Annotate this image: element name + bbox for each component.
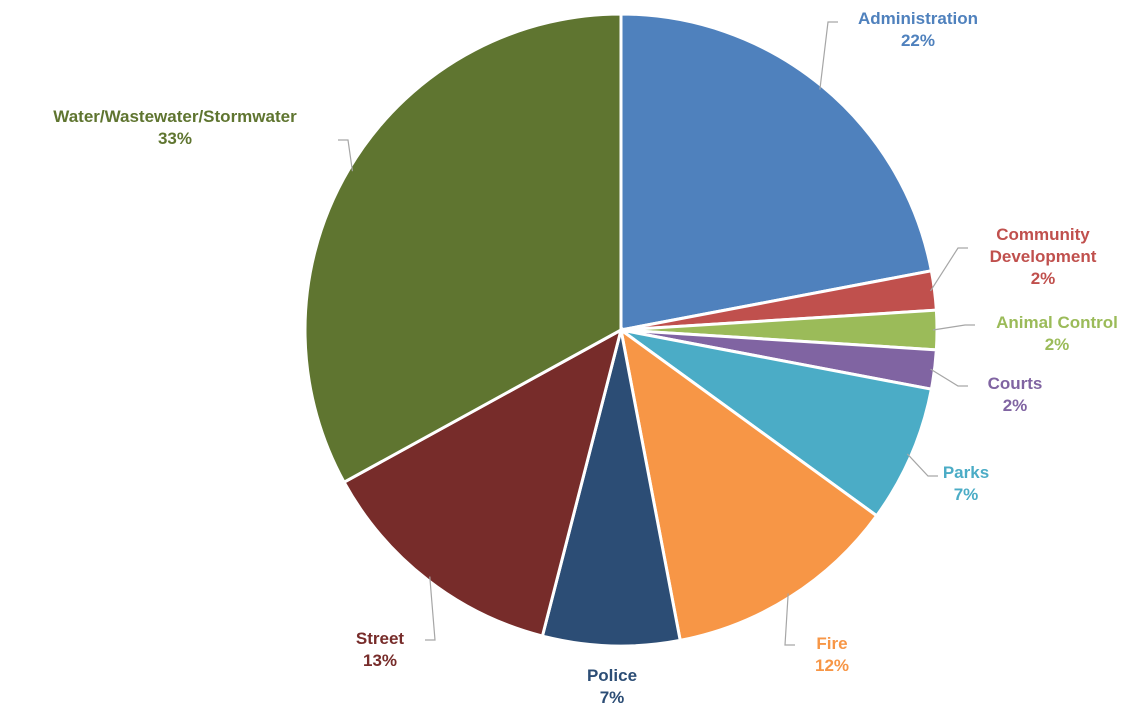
slice-label: Parks 7% <box>943 462 989 506</box>
slice-label: Community Development 2% <box>973 224 1113 290</box>
category-label: Animal Control <box>996 313 1118 332</box>
slice-label: Street 13% <box>356 628 404 672</box>
value-label: 22% <box>900 31 936 50</box>
leader-line <box>930 368 968 387</box>
leader-line <box>930 247 968 292</box>
value-label: 12% <box>814 656 850 675</box>
leader-line <box>338 139 354 172</box>
value-label: 2% <box>1002 396 1028 415</box>
value-label: 2% <box>1030 269 1056 288</box>
slice-label: Administration 22% <box>858 8 978 52</box>
slice-label: Police 7% <box>587 665 637 709</box>
category-label: Police <box>586 666 638 685</box>
leader-line <box>819 21 838 90</box>
category-label: Administration <box>858 9 978 28</box>
leader-line <box>906 453 938 477</box>
category-label: Community Development <box>989 225 1097 266</box>
leader-line <box>784 593 795 646</box>
category-label: Water/Wastewater/Stormwater <box>53 107 297 126</box>
category-label: Parks <box>942 463 990 482</box>
pie-slice <box>342 327 624 638</box>
slice-label: Water/Wastewater/Stormwater 33% <box>53 106 296 150</box>
slice-label: Animal Control 2% <box>996 312 1118 356</box>
slice-label: Fire 12% <box>815 633 849 677</box>
value-label: 13% <box>362 651 398 670</box>
value-label: 33% <box>157 129 193 148</box>
leader-line <box>932 324 975 331</box>
value-label: 2% <box>1044 335 1070 354</box>
category-label: Fire <box>816 634 848 653</box>
pie-slice <box>619 12 934 332</box>
pie-slice <box>618 326 879 643</box>
value-label: 7% <box>599 688 625 707</box>
slice-label: Courts 2% <box>988 373 1043 417</box>
leader-line <box>425 576 436 641</box>
category-label: Street <box>355 629 405 648</box>
pie-slice <box>303 12 623 485</box>
category-label: Courts <box>987 374 1043 393</box>
value-label: 7% <box>953 485 979 504</box>
pie-slice <box>620 328 934 518</box>
pie-slice <box>540 329 682 648</box>
